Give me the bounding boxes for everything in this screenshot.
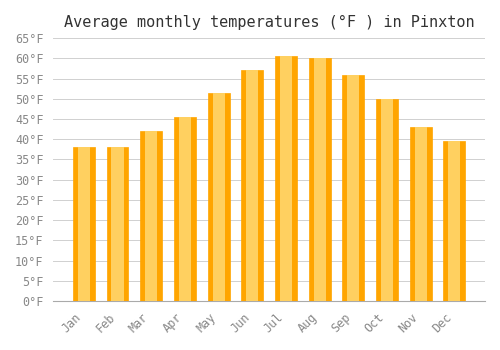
Bar (448, 141, 460, 301)
Bar (212, 93, 224, 301)
Bar (140, 131, 162, 301)
Bar (73, 147, 94, 301)
Bar (280, 56, 292, 301)
Bar (314, 58, 326, 301)
Bar (145, 131, 157, 301)
Bar (275, 56, 297, 301)
Bar (342, 75, 364, 301)
Bar (208, 93, 230, 301)
Bar (112, 147, 124, 301)
Bar (414, 127, 427, 301)
Bar (410, 127, 432, 301)
Bar (179, 117, 191, 301)
Bar (242, 70, 263, 301)
Title: Average monthly temperatures (°F ) in Pinxton: Average monthly temperatures (°F ) in Pi… (64, 15, 474, 30)
Bar (174, 117, 196, 301)
Bar (308, 58, 330, 301)
Bar (381, 99, 393, 301)
Bar (376, 99, 398, 301)
Bar (444, 141, 466, 301)
Bar (348, 75, 360, 301)
Bar (246, 70, 258, 301)
Bar (78, 147, 90, 301)
Bar (106, 147, 128, 301)
